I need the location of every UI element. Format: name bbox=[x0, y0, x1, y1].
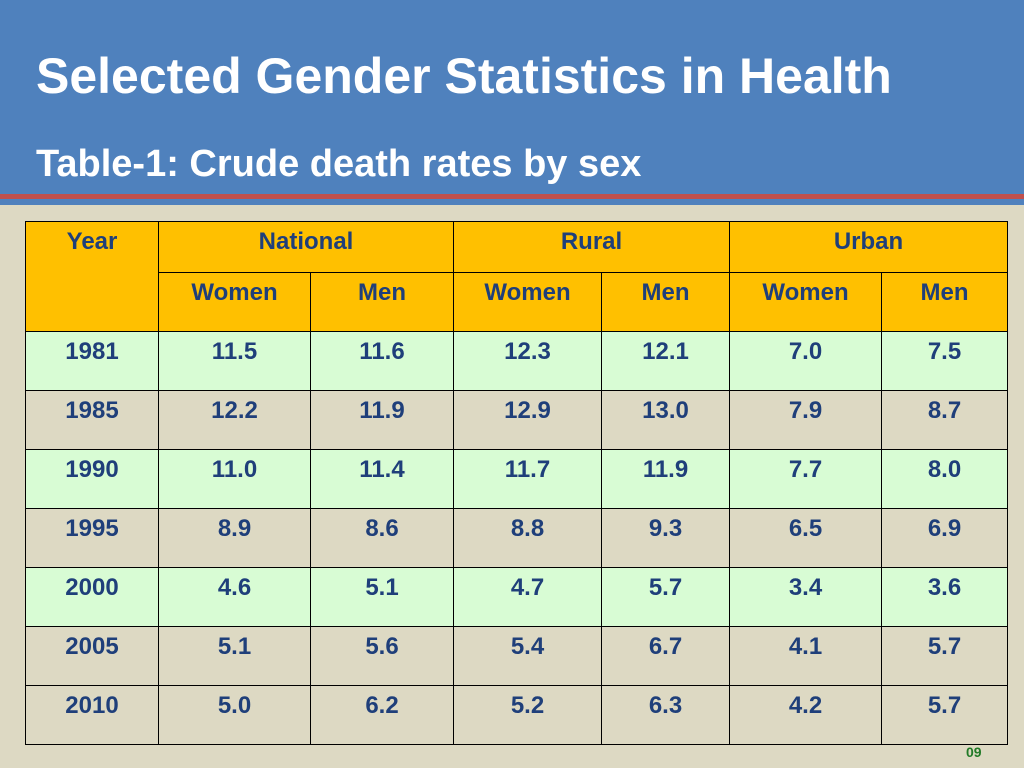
value-cell: 11.0 bbox=[158, 449, 311, 509]
group-header-rural: Rural bbox=[452, 221, 731, 273]
value-cell: 8.6 bbox=[310, 508, 454, 568]
value-cell: 3.6 bbox=[881, 567, 1009, 627]
accent-rule-red bbox=[0, 194, 1024, 199]
value-cell: 6.9 bbox=[881, 508, 1009, 568]
table-row: 1990 11.0 11.4 11.7 11.9 7.7 8.0 bbox=[25, 449, 1009, 509]
year-cell: 1981 bbox=[25, 331, 159, 391]
value-cell: 9.3 bbox=[600, 508, 731, 568]
value-cell: 5.2 bbox=[453, 685, 602, 745]
table-row: 1995 8.9 8.6 8.8 9.3 6.5 6.9 bbox=[25, 508, 1009, 568]
value-cell: 12.9 bbox=[453, 390, 602, 450]
value-cell: 7.7 bbox=[729, 449, 883, 509]
value-cell: 11.6 bbox=[310, 331, 454, 391]
year-cell: 1990 bbox=[25, 449, 159, 509]
value-cell: 6.3 bbox=[600, 685, 731, 745]
value-cell: 5.7 bbox=[881, 626, 1009, 686]
value-cell: 7.9 bbox=[729, 390, 883, 450]
value-cell: 3.4 bbox=[729, 567, 883, 627]
accent-rule-blue bbox=[0, 199, 1024, 205]
year-header: Year bbox=[25, 221, 159, 332]
year-cell: 2005 bbox=[25, 626, 159, 686]
slide-subtitle: Table-1: Crude death rates by sex bbox=[36, 143, 642, 185]
value-cell: 11.7 bbox=[453, 449, 602, 509]
title-bar bbox=[0, 0, 1024, 194]
year-cell: 2010 bbox=[25, 685, 159, 745]
value-cell: 8.8 bbox=[453, 508, 602, 568]
value-cell: 5.1 bbox=[310, 567, 454, 627]
value-cell: 5.1 bbox=[158, 626, 311, 686]
table-group-header-row: Year National Rural Urban bbox=[25, 221, 1009, 332]
value-cell: 6.5 bbox=[729, 508, 883, 568]
slide-title: Selected Gender Statistics in Health bbox=[36, 48, 892, 104]
value-cell: 11.5 bbox=[158, 331, 311, 391]
death-rates-table: Year National Rural Urban Women Men Wome… bbox=[25, 221, 1009, 745]
group-header-national: National bbox=[158, 221, 454, 273]
year-cell: 2000 bbox=[25, 567, 159, 627]
year-cell: 1995 bbox=[25, 508, 159, 568]
value-cell: 13.0 bbox=[600, 390, 731, 450]
table-row: 1981 11.5 11.6 12.3 12.1 7.0 7.5 bbox=[25, 331, 1009, 391]
value-cell: 4.6 bbox=[158, 567, 311, 627]
value-cell: 4.7 bbox=[453, 567, 602, 627]
subheader-men: Men bbox=[600, 272, 731, 332]
value-cell: 8.0 bbox=[881, 449, 1009, 509]
table-row: 2000 4.6 5.1 4.7 5.7 3.4 3.6 bbox=[25, 567, 1009, 627]
value-cell: 6.7 bbox=[600, 626, 731, 686]
value-cell: 5.7 bbox=[881, 685, 1009, 745]
value-cell: 5.0 bbox=[158, 685, 311, 745]
page-number: 09 bbox=[966, 744, 982, 760]
table-row: 2010 5.0 6.2 5.2 6.3 4.2 5.7 bbox=[25, 685, 1009, 745]
group-header-urban: Urban bbox=[729, 221, 1009, 273]
value-cell: 8.7 bbox=[881, 390, 1009, 450]
value-cell: 8.9 bbox=[158, 508, 311, 568]
value-cell: 4.1 bbox=[729, 626, 883, 686]
subheader-men: Men bbox=[881, 272, 1009, 332]
value-cell: 11.9 bbox=[310, 390, 454, 450]
subheader-women: Women bbox=[453, 272, 602, 332]
value-cell: 6.2 bbox=[310, 685, 454, 745]
value-cell: 11.4 bbox=[310, 449, 454, 509]
year-cell: 1985 bbox=[25, 390, 159, 450]
value-cell: 5.4 bbox=[453, 626, 602, 686]
subheader-women: Women bbox=[158, 272, 311, 332]
value-cell: 11.9 bbox=[600, 449, 731, 509]
table-row: 2005 5.1 5.6 5.4 6.7 4.1 5.7 bbox=[25, 626, 1009, 686]
table-row: 1985 12.2 11.9 12.9 13.0 7.9 8.7 bbox=[25, 390, 1009, 450]
value-cell: 7.0 bbox=[729, 331, 883, 391]
value-cell: 4.2 bbox=[729, 685, 883, 745]
value-cell: 12.3 bbox=[453, 331, 602, 391]
table-subheader-row: Women Men Women Men Women Men bbox=[26, 272, 1009, 332]
subheader-men: Men bbox=[310, 272, 454, 332]
value-cell: 5.6 bbox=[310, 626, 454, 686]
value-cell: 12.1 bbox=[600, 331, 731, 391]
subheader-women: Women bbox=[729, 272, 883, 332]
value-cell: 5.7 bbox=[600, 567, 731, 627]
value-cell: 7.5 bbox=[881, 331, 1009, 391]
value-cell: 12.2 bbox=[158, 390, 311, 450]
